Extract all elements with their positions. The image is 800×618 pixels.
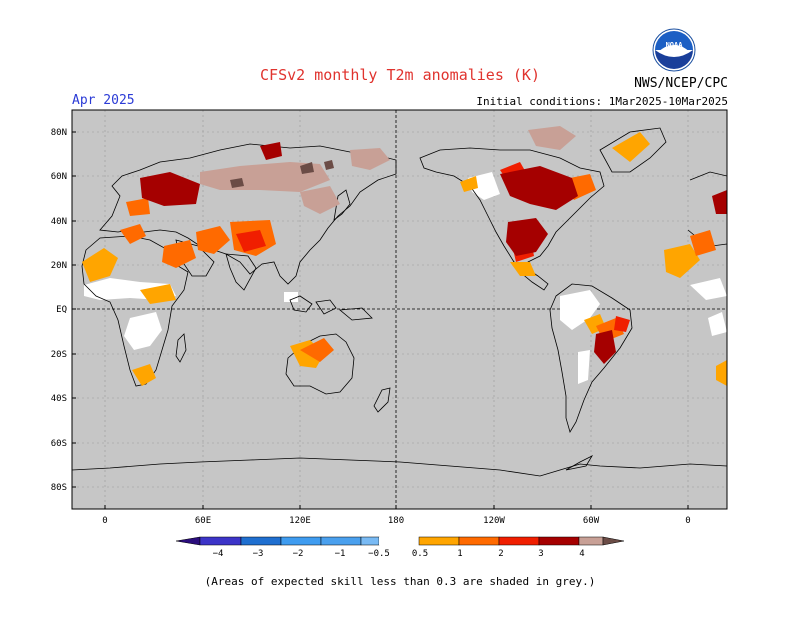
lon-label: 0	[102, 516, 107, 526]
legend-swatch	[199, 536, 242, 546]
legend-tick-label: −4	[213, 549, 224, 559]
map-background	[72, 110, 727, 509]
legend-swatch-gt-4	[602, 536, 625, 546]
map-title: CFSv2 monthly T2m anomalies (K)	[260, 66, 540, 84]
legend-tick-label: 4	[579, 549, 584, 559]
initial-conditions: Initial conditions: 1Mar2025-10Mar2025	[476, 95, 728, 108]
legend-swatch	[538, 536, 580, 546]
lon-label: 120W	[483, 516, 505, 526]
lon-labels: 0 60E 120E 180 120W 60W 0	[102, 516, 690, 526]
noaa-logo: NOAA	[652, 28, 696, 72]
anomaly-1-2	[120, 174, 716, 362]
map-frame	[71, 109, 728, 510]
anomaly-gt-5	[230, 160, 334, 188]
legend-tick-label: 0.5	[412, 549, 428, 559]
lat-label: 20S	[51, 350, 67, 360]
lat-label: 40S	[51, 394, 67, 404]
legend-swatch	[498, 536, 540, 546]
legend-swatch	[360, 536, 380, 546]
anomaly-0.5-1	[82, 132, 727, 386]
lat-ticks	[72, 131, 76, 488]
legend-swatch	[578, 536, 604, 546]
low-skill-areas	[84, 172, 727, 384]
lon-label: 120E	[289, 516, 311, 526]
legend-swatch	[280, 536, 322, 546]
anomaly-3-4	[140, 142, 727, 364]
lon-label: 0	[685, 516, 690, 526]
lon-label: 180	[388, 516, 404, 526]
legend-tick-label: 3	[538, 549, 543, 559]
legend-tick-label: −1	[335, 549, 346, 559]
noaa-logo-text: NOAA	[666, 41, 684, 49]
legend-tick-label: −3	[253, 549, 264, 559]
legend-tick-label: −2	[293, 549, 304, 559]
legend-ticks: −4 −3 −2 −1 −0.5 0.5 1 2 3 4	[213, 549, 585, 559]
lon-label: 60E	[195, 516, 211, 526]
legend-tick-label: 1	[457, 549, 462, 559]
legend-swatch	[458, 536, 500, 546]
coastlines	[72, 127, 727, 477]
lon-ticks	[104, 505, 689, 509]
legend-tick-label: −0.5	[368, 549, 390, 559]
legend-tick-label: 2	[498, 549, 503, 559]
reference-lines	[72, 110, 727, 509]
forecast-month: Apr 2025	[72, 93, 135, 108]
legend-swatch	[418, 536, 460, 546]
legend-swatch-neutral	[379, 537, 419, 545]
lat-label: EQ	[56, 305, 67, 315]
legend-swatch	[240, 536, 282, 546]
lat-label: 80S	[51, 483, 67, 493]
legend-swatch-lt-neg4	[175, 536, 201, 546]
lat-label: 80N	[51, 128, 67, 138]
graticule	[72, 110, 727, 509]
anomaly-2-3	[236, 162, 630, 332]
anomaly-4-5	[200, 126, 576, 214]
lat-label: 60N	[51, 172, 67, 182]
lat-label: 60S	[51, 439, 67, 449]
legend-swatch	[320, 536, 362, 546]
lat-labels: 80N 60N 40N 20N EQ 20S 40S 60S 80S	[51, 128, 67, 493]
lat-label: 40N	[51, 217, 67, 227]
lat-label: 20N	[51, 261, 67, 271]
color-legend	[175, 536, 625, 546]
agency-label: NWS/NCEP/CPC	[634, 76, 728, 91]
lon-label: 60W	[583, 516, 600, 526]
skill-footnote: (Areas of expected skill less than 0.3 a…	[204, 575, 596, 588]
